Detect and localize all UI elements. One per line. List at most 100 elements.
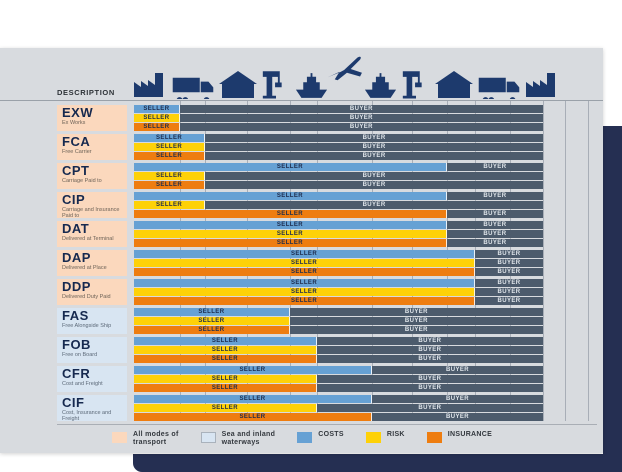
seller-segment: SELLER (134, 317, 290, 325)
buyer-segment: BUYER (289, 326, 543, 334)
buyer-label: BUYER (497, 280, 521, 286)
insurance-bar: SELLER BUYER (134, 413, 543, 421)
incoterm-code: DDP (62, 279, 91, 294)
insurance-swatch (426, 432, 442, 443)
responsibility-bars: SELLER BUYER SELLER BUYER SELLER BUYER (134, 105, 543, 131)
gridline (565, 101, 566, 421)
buyer-label: BUYER (483, 164, 507, 170)
incoterm-row-dap: DAP Delivered at Place SELLER BUYER SELLER BU… (0, 250, 603, 276)
buyer-label: BUYER (362, 144, 386, 150)
seller-label: SELLER (143, 115, 170, 121)
description-cell: CIP Carriage and Insurance Paid to (57, 192, 127, 218)
costs-bar: SELLER BUYER (134, 366, 543, 374)
buyer-segment: BUYER (475, 268, 543, 276)
insurance-bar: SELLER BUYER (134, 326, 543, 334)
incoterm-row-cif: CIF Cost, Insurance and Freight SELLER BUYE… (0, 395, 603, 421)
description-cell: CIF Cost, Insurance and Freight (57, 395, 127, 421)
buyer-segment: BUYER (316, 355, 543, 363)
incoterm-code: FOB (62, 337, 91, 352)
seller-segment: SELLER (134, 163, 447, 171)
buyer-segment: BUYER (446, 221, 543, 229)
responsibility-bars: SELLER BUYER SELLER BUYER SELLER BUYER (134, 134, 543, 160)
incoterm-row-cip: CIP Carriage and Insurance Paid to SELLER B… (0, 192, 603, 218)
description-cell: DAP Delivered at Place (57, 250, 127, 276)
legend-label: COSTS (318, 431, 344, 438)
legend-label: RISK (386, 431, 405, 438)
airplane-icon (324, 54, 368, 84)
incoterm-row-ddp: DDP Delivered Duty Paid SELLER BUYER SELLER B… (0, 279, 603, 305)
description-cell: DDP Delivered Duty Paid (57, 279, 127, 305)
buyer-label: BUYER (349, 106, 373, 112)
truck-icon (477, 71, 521, 99)
seller-label: SELLER (143, 106, 170, 112)
seller-segment: SELLER (134, 366, 373, 374)
description-cell: CPT Carriage Paid to (57, 163, 127, 189)
buyer-segment: BUYER (372, 366, 543, 374)
buyer-label: BUYER (446, 367, 470, 373)
buyer-segment: BUYER (316, 384, 543, 392)
buyer-segment: BUYER (372, 413, 543, 421)
incoterm-name: Free Alongside Ship (62, 323, 112, 329)
legend-label: Sea and inland waterways (221, 431, 276, 446)
buyer-label: BUYER (362, 135, 386, 141)
buyer-label: BUYER (483, 211, 507, 217)
seller-segment: SELLER (134, 134, 206, 142)
seller-label: SELLER (291, 289, 318, 295)
seller-label: SELLER (156, 144, 183, 150)
buyer-label: BUYER (362, 202, 386, 208)
seller-label: SELLER (291, 260, 318, 266)
seller-segment: SELLER (134, 192, 447, 200)
costs-bar: SELLER BUYER (134, 250, 543, 258)
buyer-segment: BUYER (475, 250, 543, 258)
costs-bar: SELLER BUYER (134, 134, 543, 142)
responsibility-bars: SELLER BUYER SELLER BUYER SELLER BUYER (134, 279, 543, 305)
incoterm-name: Delivered Duty Paid (62, 294, 111, 300)
costs-bar: SELLER BUYER (134, 163, 543, 171)
incoterm-code: CIP (62, 192, 86, 207)
buyer-segment: BUYER (205, 201, 543, 209)
seller-label: SELLER (276, 193, 303, 199)
seller-label: SELLER (239, 367, 266, 373)
legend-item-costs: COSTS (297, 431, 344, 443)
costs-swatch (297, 432, 313, 443)
buyer-segment: BUYER (316, 346, 543, 354)
seller-segment: SELLER (134, 355, 317, 363)
incoterm-code: CIF (62, 395, 85, 410)
seller-segment: SELLER (134, 268, 476, 276)
seller-label: SELLER (211, 338, 238, 344)
insurance-bar: SELLER BUYER (134, 297, 543, 305)
buyer-segment: BUYER (316, 337, 543, 345)
risk-bar: SELLER BUYER (134, 259, 543, 267)
description-cell: FCA Free Carrier (57, 134, 127, 160)
description-cell: CFR Cost and Freight (57, 366, 127, 392)
buyer-label: BUYER (418, 347, 442, 353)
incoterm-name: Ex Works (62, 120, 86, 126)
risk-bar: SELLER BUYER (134, 201, 543, 209)
buyer-segment: BUYER (205, 152, 543, 160)
seller-segment: SELLER (134, 143, 206, 151)
seller-label: SELLER (156, 182, 183, 188)
transport-icons-row (132, 56, 560, 99)
incoterm-row-dat: DAT Delivered at Terminal SELLER BUYER SELLE… (0, 221, 603, 247)
seller-label: SELLER (211, 405, 238, 411)
seller-segment: SELLER (134, 201, 206, 209)
seller-segment: SELLER (134, 181, 206, 189)
seller-label: SELLER (211, 385, 238, 391)
buyer-segment: BUYER (446, 163, 543, 171)
incoterm-name: Free on Board (62, 352, 98, 358)
buyer-label: BUYER (362, 182, 386, 188)
responsibility-bars: SELLER BUYER SELLER BUYER SELLER BUYER (134, 250, 543, 276)
buyer-label: BUYER (497, 298, 521, 304)
sea-swatch (200, 432, 216, 443)
factory-icon (524, 69, 560, 99)
buyer-label: BUYER (418, 356, 442, 362)
risk-bar: SELLER BUYER (134, 375, 543, 383)
responsibility-bars: SELLER BUYER SELLER BUYER SELLER BUYER (134, 163, 543, 189)
buyer-label: BUYER (418, 405, 442, 411)
seller-segment: SELLER (134, 230, 447, 238)
ship-icon (295, 71, 328, 99)
legend-label: INSURANCE (447, 431, 493, 438)
seller-label: SELLER (156, 202, 183, 208)
seller-label: SELLER (291, 269, 318, 275)
